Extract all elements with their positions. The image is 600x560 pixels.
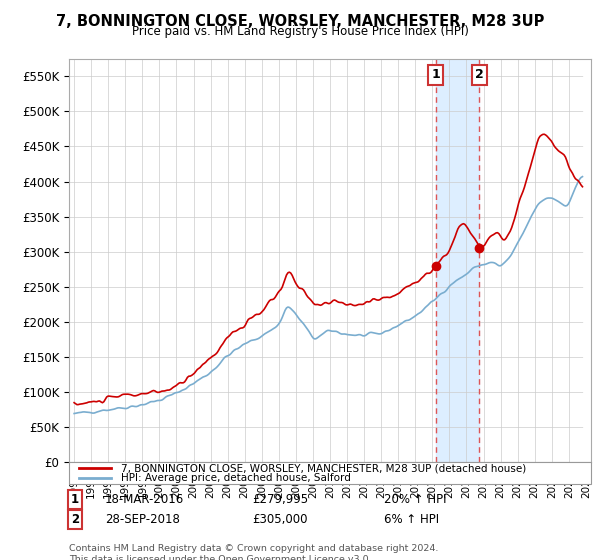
Text: £279,995: £279,995 (252, 493, 308, 506)
Text: 6% ↑ HPI: 6% ↑ HPI (384, 513, 439, 526)
Bar (436, 59, 479, 462)
Text: £305,000: £305,000 (252, 513, 308, 526)
Bar (583, 59, 591, 462)
Text: 18-MAR-2016: 18-MAR-2016 (105, 493, 184, 506)
Text: 1: 1 (431, 68, 440, 81)
Text: 1: 1 (71, 493, 79, 506)
Text: 7, BONNINGTON CLOSE, WORSLEY, MANCHESTER, M28 3UP: 7, BONNINGTON CLOSE, WORSLEY, MANCHESTER… (56, 14, 544, 29)
Text: Contains HM Land Registry data © Crown copyright and database right 2024.
This d: Contains HM Land Registry data © Crown c… (69, 544, 439, 560)
Text: Price paid vs. HM Land Registry's House Price Index (HPI): Price paid vs. HM Land Registry's House … (131, 25, 469, 38)
Text: 28-SEP-2018: 28-SEP-2018 (105, 513, 180, 526)
Text: 7, BONNINGTON CLOSE, WORSLEY, MANCHESTER, M28 3UP (detached house): 7, BONNINGTON CLOSE, WORSLEY, MANCHESTER… (121, 463, 526, 473)
Text: 2: 2 (71, 513, 79, 526)
Text: HPI: Average price, detached house, Salford: HPI: Average price, detached house, Salf… (121, 473, 351, 483)
Text: 20% ↑ HPI: 20% ↑ HPI (384, 493, 446, 506)
FancyBboxPatch shape (69, 462, 591, 484)
Text: 2: 2 (475, 68, 484, 81)
